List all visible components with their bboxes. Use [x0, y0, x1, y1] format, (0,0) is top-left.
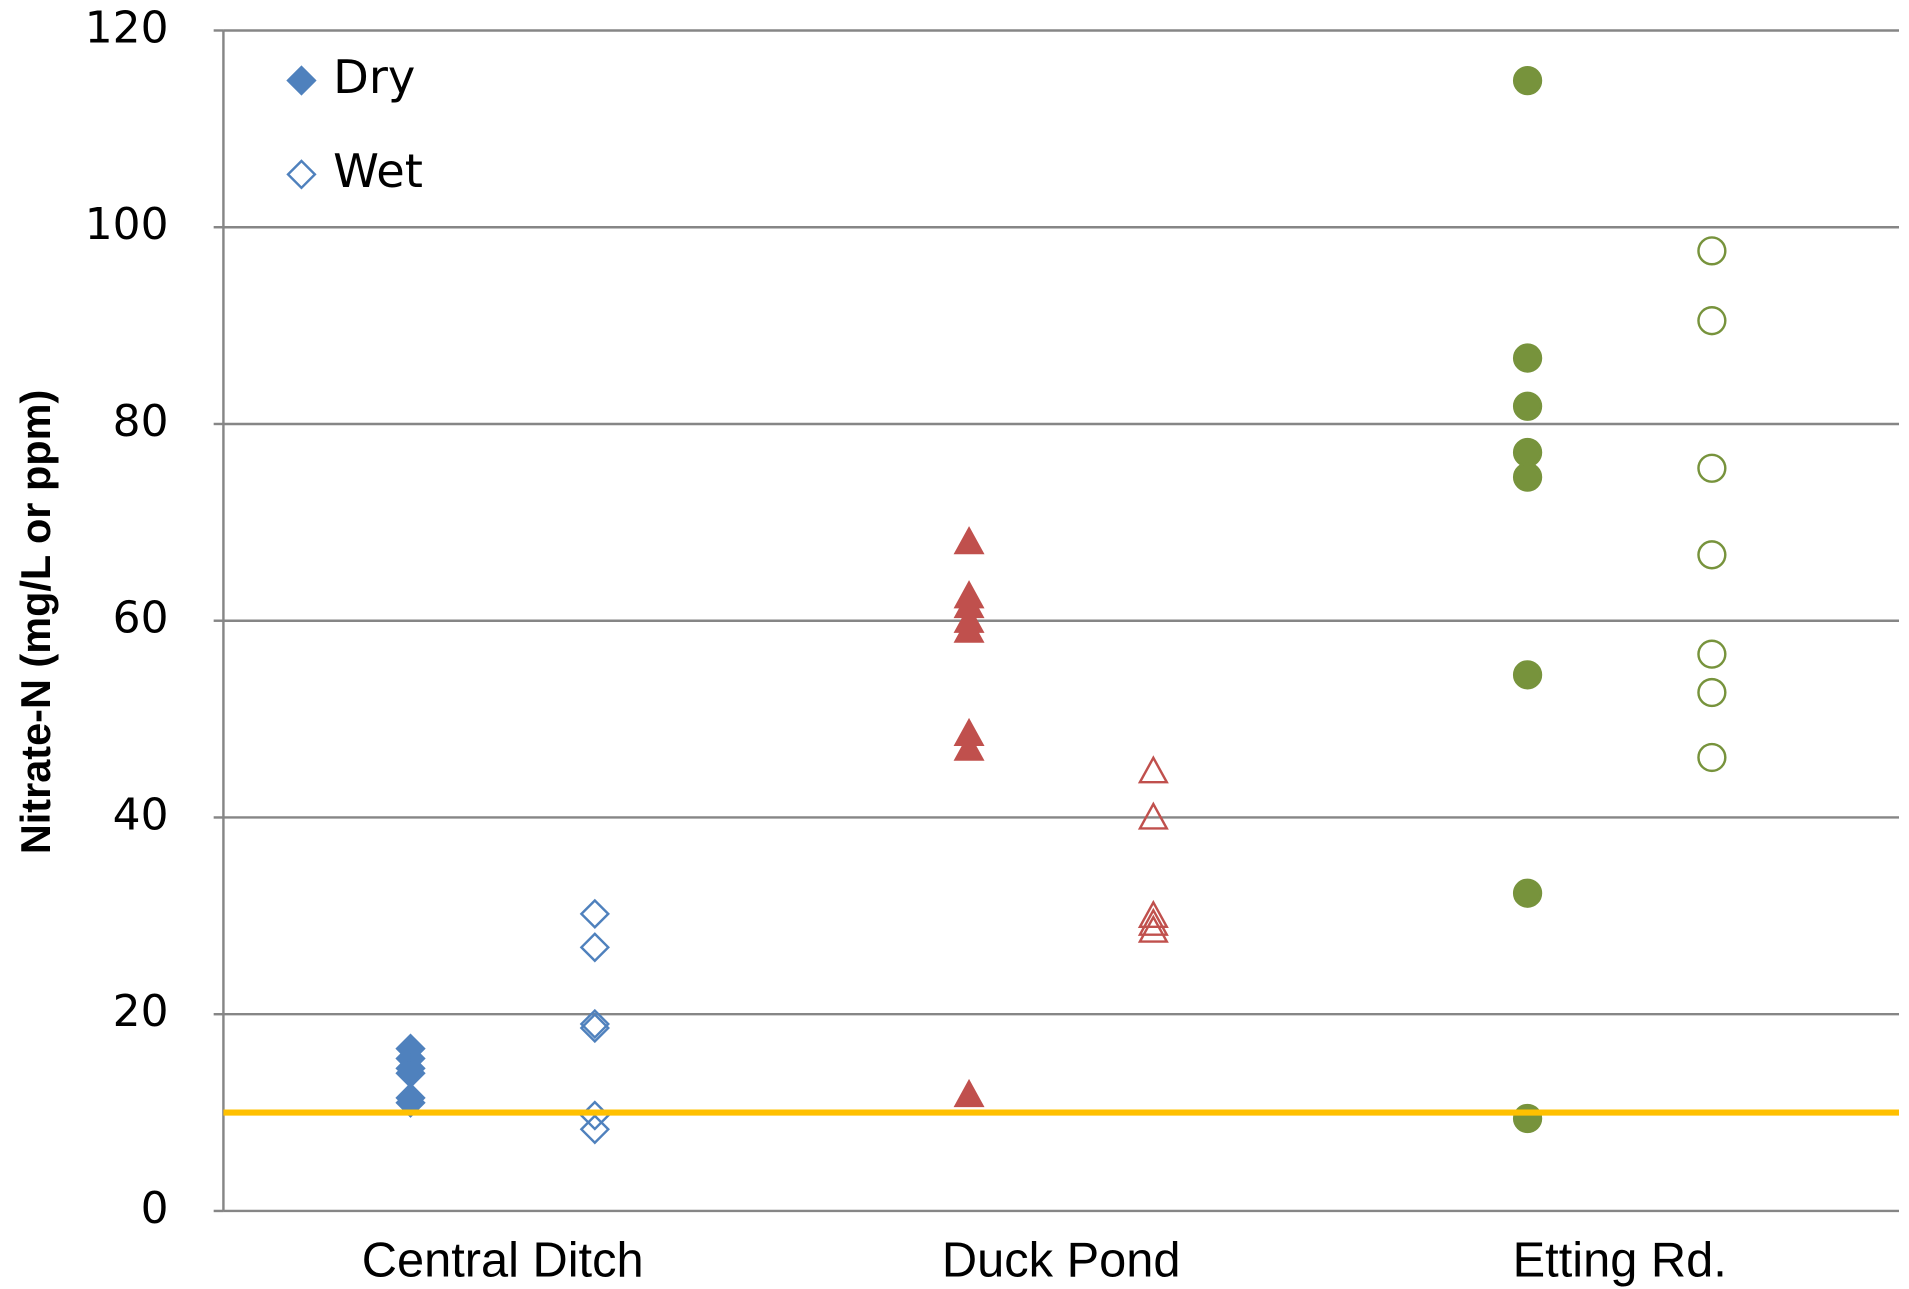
point [1137, 914, 1169, 943]
point [1697, 236, 1727, 266]
point [1512, 878, 1543, 908]
point [1512, 660, 1543, 690]
x-tick-label: Central Ditch [362, 1233, 644, 1287]
legend-label: Wet [333, 144, 423, 198]
y-tick-label: 100 [85, 199, 169, 250]
point [579, 1012, 610, 1044]
point [579, 932, 610, 963]
point [1512, 437, 1543, 468]
y-tick-label: 60 [113, 593, 169, 644]
point [1512, 1103, 1543, 1134]
y-tick-label: 20 [113, 986, 169, 1037]
point [1697, 453, 1727, 483]
point [953, 732, 985, 761]
point [1137, 907, 1169, 936]
point [953, 1078, 985, 1108]
point [1137, 801, 1169, 830]
point [953, 526, 985, 555]
point [1512, 343, 1543, 373]
point [1512, 391, 1543, 421]
x-tick-label: Duck Pond [942, 1233, 1181, 1287]
point [1697, 677, 1727, 708]
legend-label: Dry [333, 50, 415, 104]
point [953, 614, 985, 643]
point [1137, 755, 1169, 784]
y-tick-label: 80 [113, 396, 169, 447]
point [579, 1114, 610, 1145]
point [579, 898, 610, 930]
point [1512, 462, 1543, 492]
point [1697, 306, 1727, 336]
y-axis-label: Nitrate-N (mg/L or ppm) [12, 390, 59, 854]
point [1697, 742, 1727, 773]
legend-marker [286, 65, 317, 96]
point [579, 1008, 610, 1040]
x-tick-label: Etting Rd. [1513, 1233, 1727, 1287]
point [1697, 639, 1727, 669]
y-tick-label: 40 [113, 789, 169, 840]
y-tick-label: 120 [85, 2, 169, 53]
point [395, 1087, 426, 1118]
point [1137, 899, 1169, 929]
point [1697, 540, 1727, 570]
y-tick-label: 0 [141, 1183, 169, 1234]
point [1512, 66, 1543, 96]
legend-marker [286, 159, 317, 190]
